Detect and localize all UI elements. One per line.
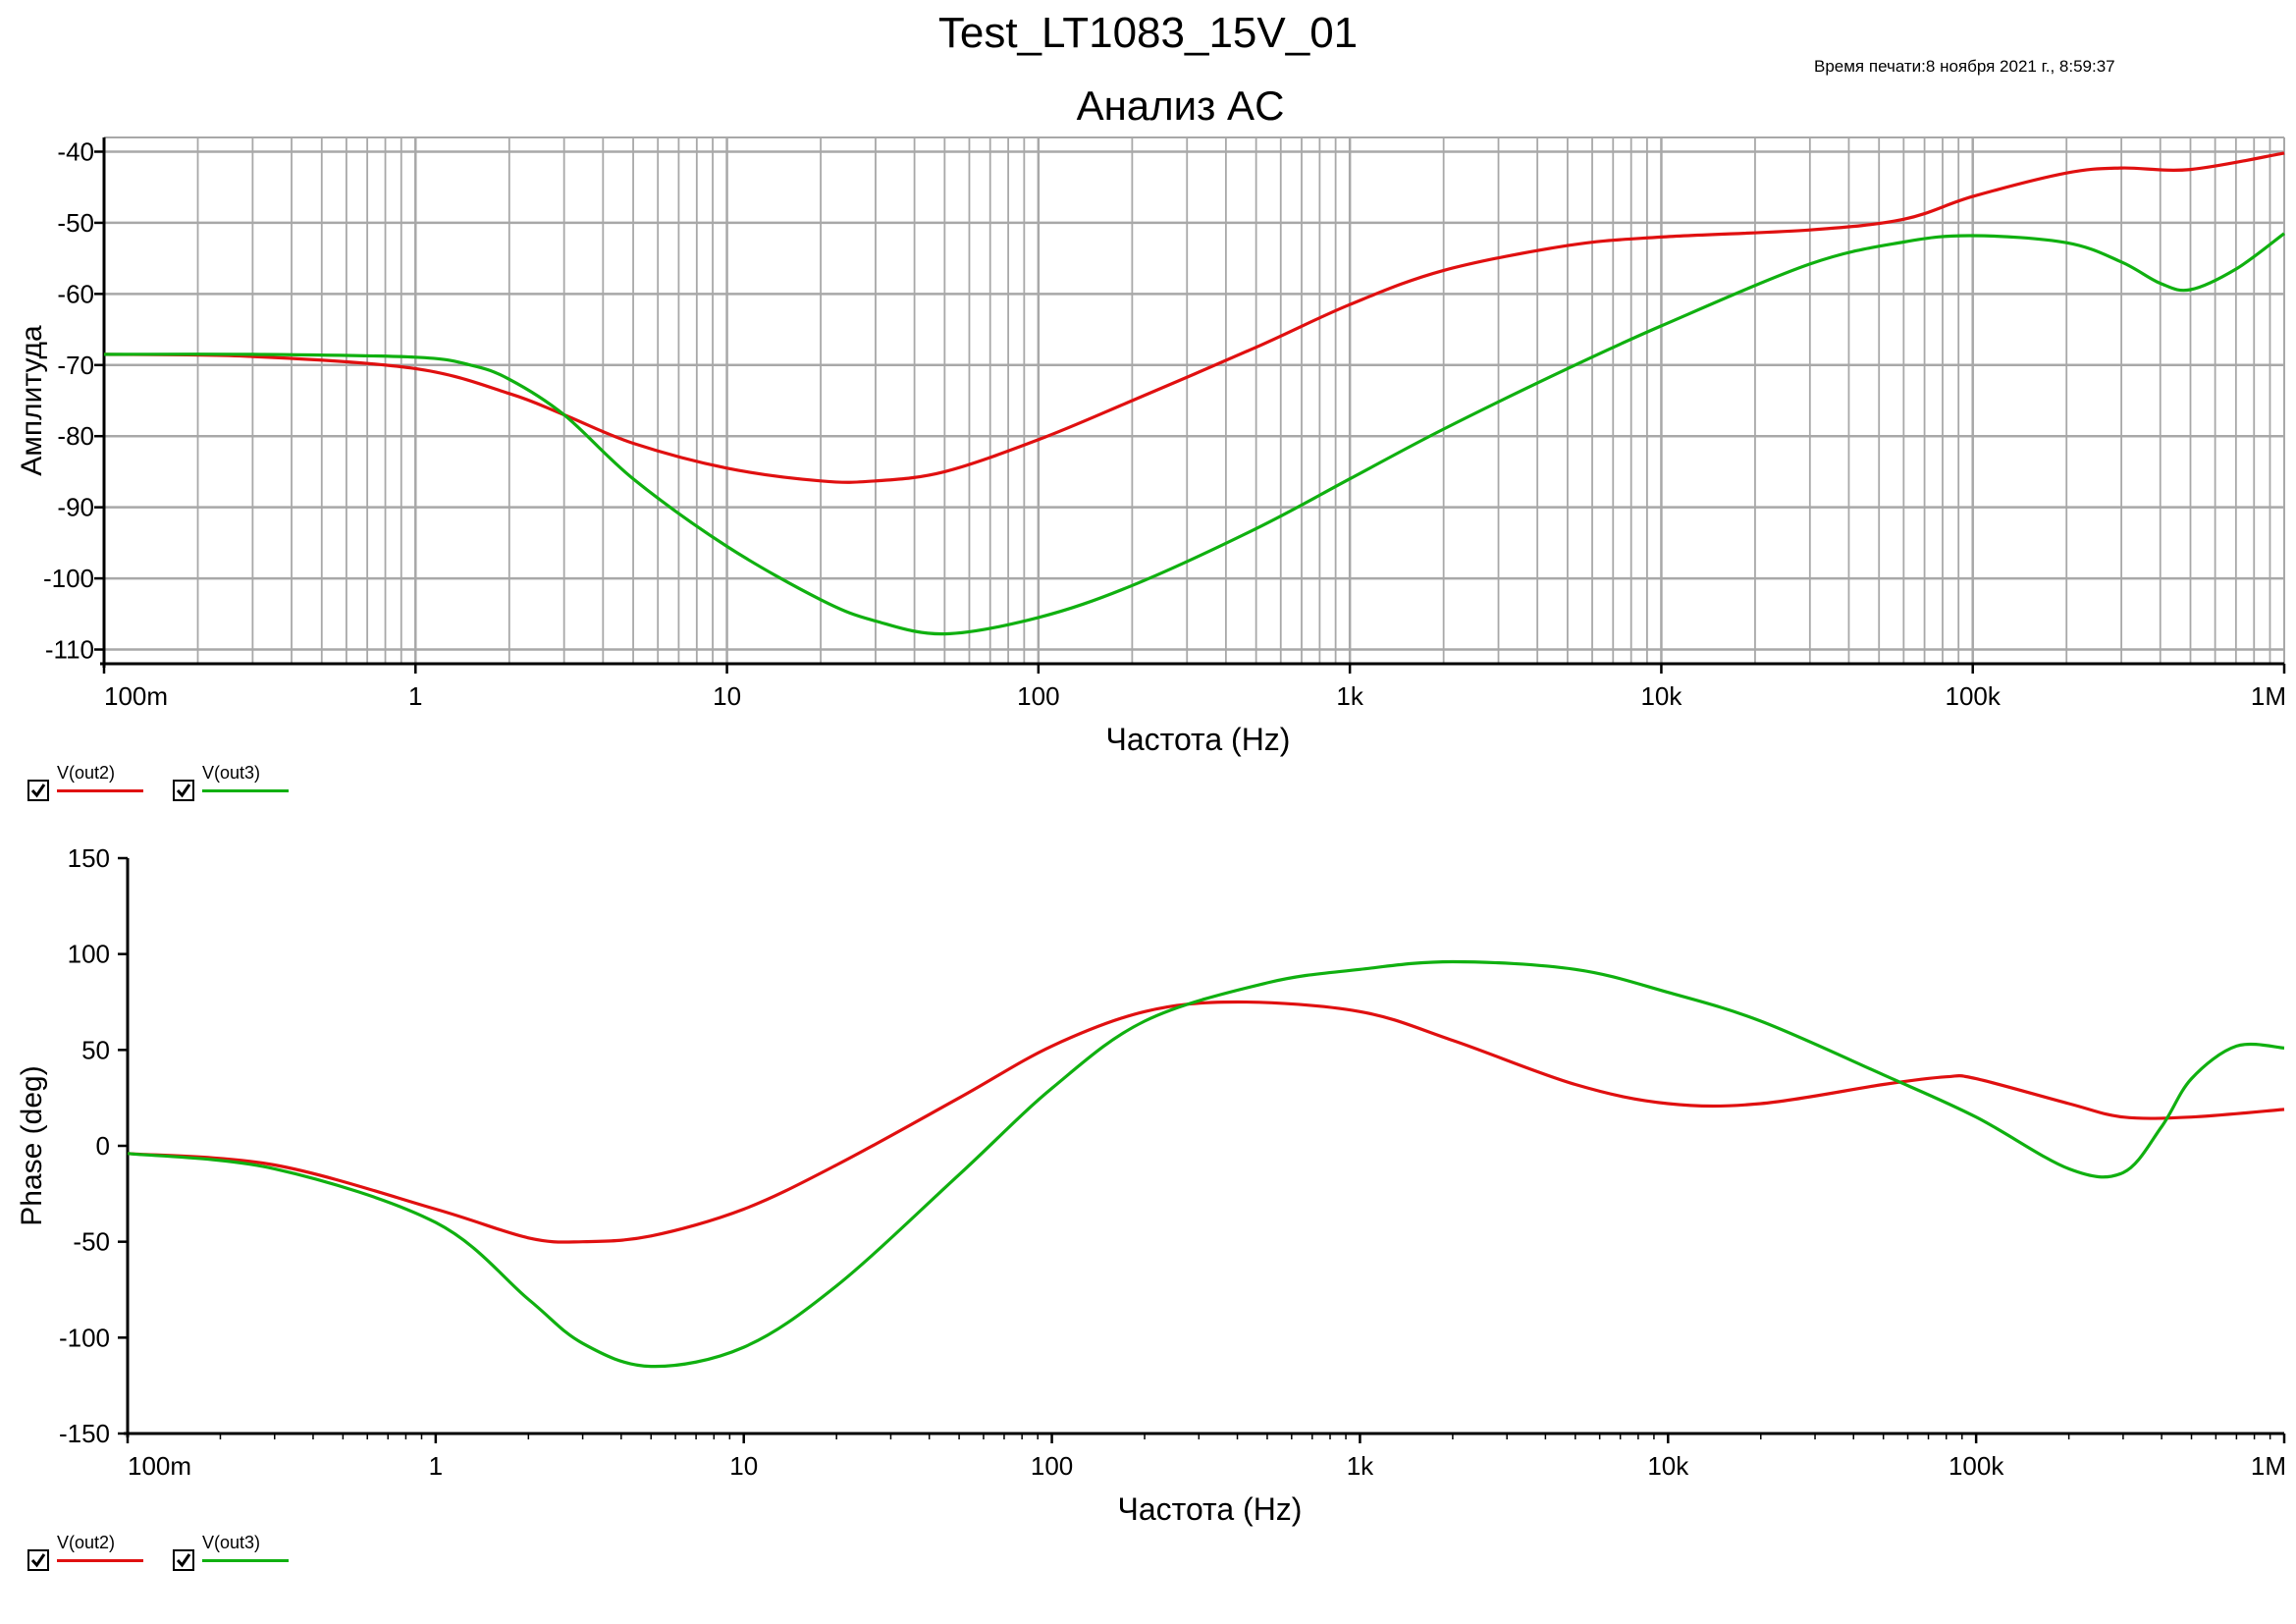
y-tick-label: -80 xyxy=(57,421,94,451)
series-checkbox-out2[interactable] xyxy=(27,1549,49,1571)
y-tick-label: 150 xyxy=(68,843,110,873)
legend-item-out2: V(out2) xyxy=(26,1532,173,1575)
legend-swatch-out2 xyxy=(57,1559,143,1562)
x-tick-label: 1k xyxy=(1336,681,1363,711)
y-tick-label: -70 xyxy=(57,351,94,380)
legend-item-out3: V(out3) xyxy=(171,1532,318,1575)
x-tick-label: 1k xyxy=(1347,1451,1374,1481)
legend-swatch-out3 xyxy=(202,789,289,792)
document-title: Test_LT1083_15V_01 xyxy=(937,9,1359,57)
y-tick-label: -40 xyxy=(57,136,94,166)
checkmark-icon xyxy=(176,1553,191,1568)
x-tick-label: 1M xyxy=(2251,681,2286,711)
x-tick-label: 1M xyxy=(2251,1451,2286,1481)
x-tick-label: 100m xyxy=(104,681,168,711)
y-tick-label: -50 xyxy=(73,1227,110,1257)
x-axis-title: Частота (Hz) xyxy=(1118,1491,1303,1527)
series-checkbox-out3[interactable] xyxy=(173,780,194,801)
series-line-vout2 xyxy=(127,1000,2285,1244)
y-tick-label: -60 xyxy=(57,279,94,308)
x-tick-label: 100m xyxy=(128,1451,191,1481)
x-tick-label: 10k xyxy=(1640,681,1682,711)
legend-item-out2: V(out2) xyxy=(26,762,173,805)
series-checkbox-out2[interactable] xyxy=(27,780,49,801)
x-tick-label: 100 xyxy=(1017,681,1059,711)
y-tick-label: -90 xyxy=(57,493,94,522)
checkmark-icon xyxy=(176,784,191,798)
x-tick-label: 10 xyxy=(729,1451,758,1481)
y-tick-label: -150 xyxy=(59,1419,110,1448)
x-tick-label: 100k xyxy=(1946,681,2002,711)
legend-item-out3: V(out3) xyxy=(171,762,318,805)
y-axis-title: Phase (deg) xyxy=(16,1065,48,1225)
amplitude-chart: -40 -50 -60 -70 -80 -90 -100 -110 100m 1 10 100 1k 10… xyxy=(16,82,2286,757)
legend-label-out3: V(out3) xyxy=(202,763,261,783)
legend-label-out2: V(out2) xyxy=(57,763,116,783)
x-tick-label: 1 xyxy=(408,681,422,711)
y-tick-label: 0 xyxy=(96,1131,110,1161)
legend-phase: V(out2) V(out3) xyxy=(26,1532,320,1575)
series-checkbox-out3[interactable] xyxy=(173,1549,194,1571)
legend-label-out2: V(out2) xyxy=(57,1533,116,1552)
series-line-vout3 xyxy=(103,232,2285,636)
legend-label-out3: V(out3) xyxy=(202,1533,261,1552)
series-line-vout2 xyxy=(103,151,2285,484)
x-axis-title: Частота (Hz) xyxy=(1106,722,1291,757)
x-tick-label: 100k xyxy=(1949,1451,2004,1481)
legend-swatch-out2 xyxy=(57,789,143,792)
grid xyxy=(104,136,2285,664)
y-axis-title: Амплитуда xyxy=(16,325,48,476)
y-tick-label: -110 xyxy=(45,635,94,665)
x-tick-label: 10 xyxy=(713,681,741,711)
legend-swatch-out3 xyxy=(202,1559,289,1562)
y-tick-label: -100 xyxy=(43,564,94,593)
phase-chart: 150 100 50 0 -50 -100 -150 100m 1 10 100 1k 10k 100k 1… xyxy=(16,843,2286,1527)
y-tick-label: 100 xyxy=(68,940,110,969)
chart-title: Анализ AC xyxy=(1077,82,1285,129)
y-tick-label: -100 xyxy=(59,1323,110,1352)
y-tick-label: 50 xyxy=(81,1035,110,1064)
x-tick-label: 100 xyxy=(1031,1451,1073,1481)
legend-amplitude: V(out2) V(out3) xyxy=(26,762,320,805)
x-tick-label: 1 xyxy=(429,1451,443,1481)
y-tick-label: -50 xyxy=(57,208,94,238)
x-tick-label: 10k xyxy=(1647,1451,1689,1481)
series-line-vout3 xyxy=(127,959,2285,1369)
print-time: Время печати:8 ноября 2021 г., 8:59:37 xyxy=(1814,57,2115,76)
checkmark-icon xyxy=(30,784,46,798)
checkmark-icon xyxy=(30,1553,46,1568)
